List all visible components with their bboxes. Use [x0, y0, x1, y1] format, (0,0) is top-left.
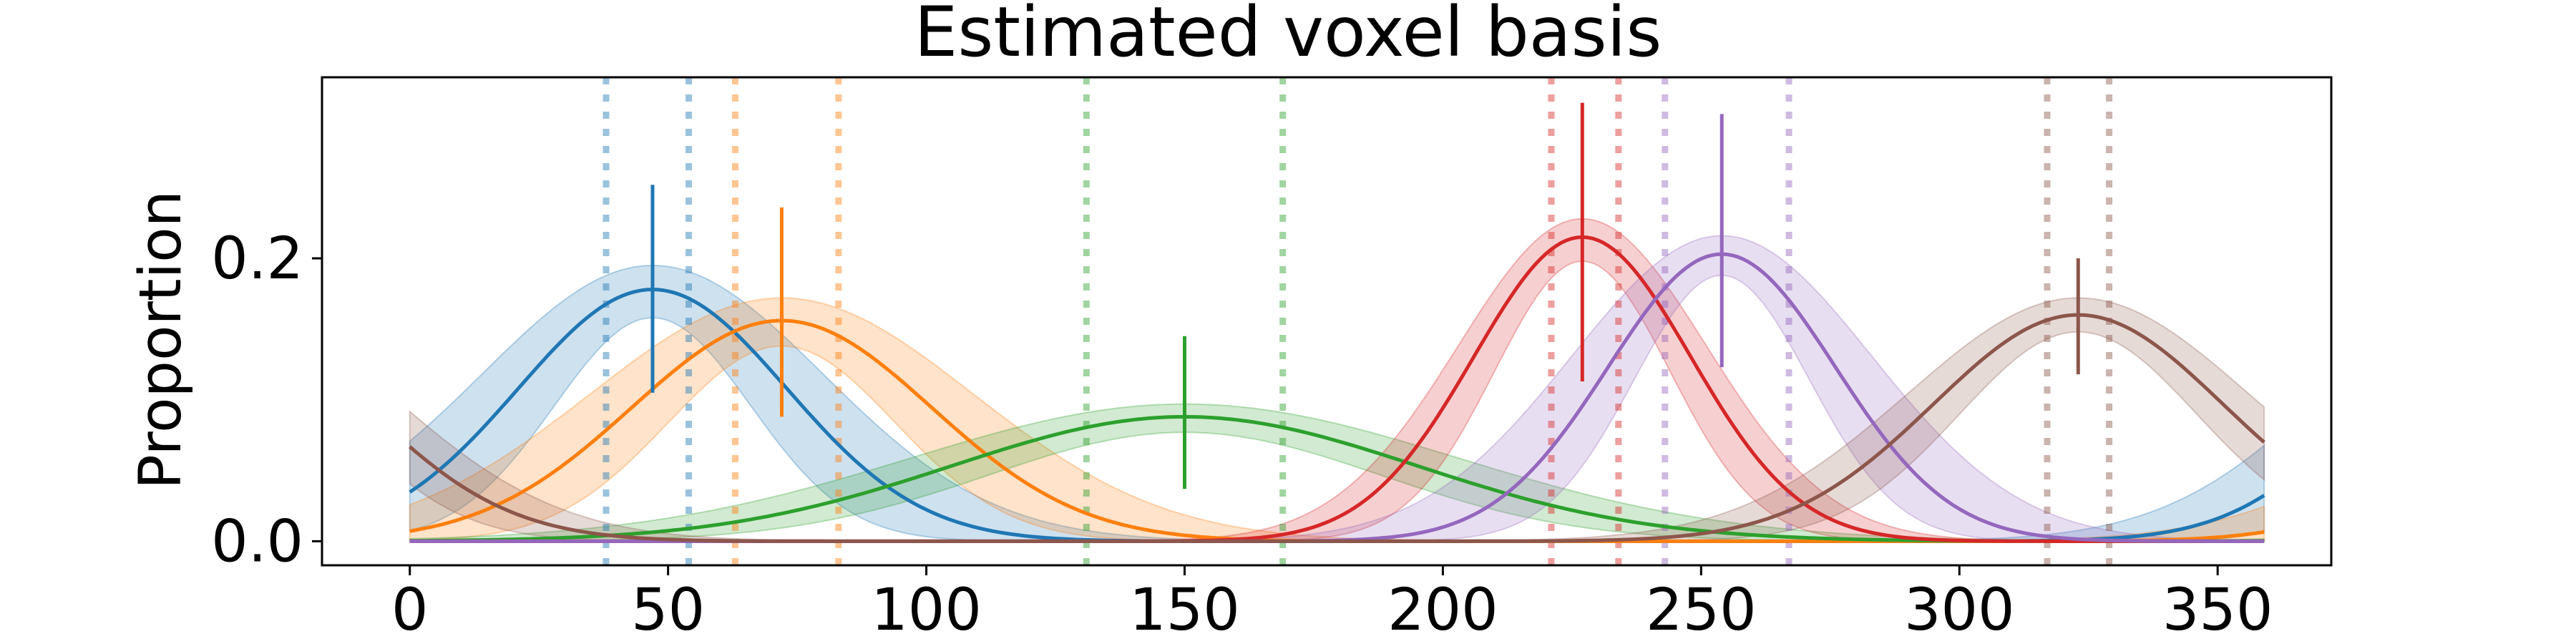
x-axis: 0 50 100 150 200 250 300 350 — [391, 565, 2273, 644]
y-axis-label: Proportion — [127, 190, 195, 489]
chart-title: Estimated voxel basis — [914, 0, 1662, 72]
x-tick-label-4: 200 — [1387, 577, 1498, 644]
plot-frame — [321, 76, 2333, 567]
curve-5 — [409, 313, 2265, 543]
x-tick-label-1: 50 — [631, 577, 705, 644]
y-tick-label-1: 0.2 — [211, 225, 303, 293]
x-tick-label-2: 100 — [871, 577, 982, 644]
x-tick-label-6: 300 — [1904, 577, 2015, 644]
x-tick-label-0: 0 — [391, 577, 429, 644]
y-tick-label-0: 0.0 — [211, 508, 303, 575]
basis-curves — [409, 235, 2265, 543]
peak-error-bars — [650, 102, 2080, 489]
x-tick-label-7: 350 — [2162, 577, 2273, 644]
x-tick-label-3: 150 — [1129, 577, 1240, 644]
x-tick-label-5: 250 — [1646, 577, 1757, 644]
y-axis: 0.0 0.2 — [211, 225, 322, 575]
